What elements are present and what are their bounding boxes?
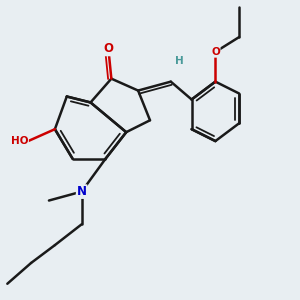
Text: N: N: [76, 185, 87, 198]
Text: HO: HO: [11, 136, 28, 146]
Text: O: O: [211, 47, 220, 57]
Text: H: H: [175, 56, 184, 66]
Text: O: O: [103, 42, 113, 56]
